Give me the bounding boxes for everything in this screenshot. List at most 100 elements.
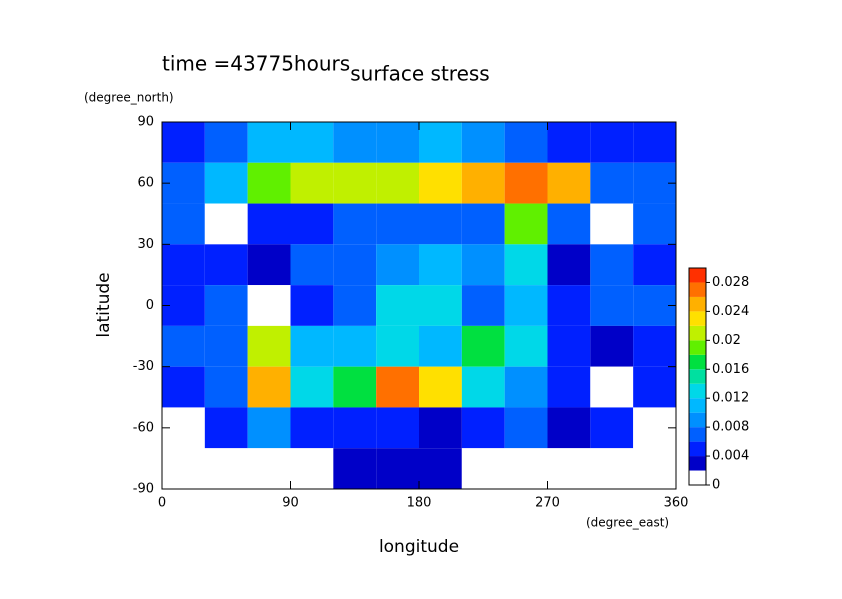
contour-cell (333, 366, 377, 408)
contour-cell (461, 325, 505, 367)
contour-cell (461, 448, 505, 489)
contour-cell (547, 407, 591, 449)
contour-cell (590, 244, 634, 286)
colorbar-frame (688, 267, 707, 486)
contour-cell (547, 162, 591, 204)
x-tick-label: 180 (407, 496, 432, 511)
axes: 0 90 180 270 360 -90 -60 -30 0 30 60 90 0 0.004 0.008 0… (133, 115, 749, 511)
contour-cell (504, 448, 548, 489)
contour-cell (247, 244, 291, 286)
contour-cell (204, 285, 248, 326)
contour-cell (547, 203, 591, 245)
colorbar-tick-label: 0 (712, 478, 720, 493)
contour-cell (162, 448, 205, 489)
x-tick-label: 270 (535, 496, 560, 511)
contour-cell (504, 325, 548, 367)
contour-cell (590, 407, 634, 449)
contour-cell (162, 366, 205, 408)
contour-cell (461, 122, 505, 163)
contour-cell (547, 448, 591, 489)
contour-cell (333, 407, 377, 449)
x-axis-label: longitude (379, 537, 459, 557)
y-tick-label: 90 (137, 115, 154, 130)
contour-cell (419, 325, 462, 367)
colorbar-band (689, 383, 706, 399)
contour-cell (333, 162, 377, 204)
contour-cell (590, 122, 634, 163)
contour-cell (590, 162, 634, 204)
colorbar-tick-label: 0.008 (712, 420, 749, 435)
contour-cell (162, 203, 205, 245)
contour-cell (333, 285, 377, 326)
contour-cell (247, 122, 291, 163)
contour-cell (290, 448, 334, 489)
contour-cell (247, 366, 291, 408)
contour-cell (376, 448, 419, 489)
y-tick-label: -60 (133, 420, 154, 435)
contour-cell (376, 244, 419, 286)
y-tick-label: 30 (137, 237, 154, 252)
contour-cell (419, 244, 462, 286)
colorbar-band (689, 427, 706, 442)
colorbar-tick-label: 0.02 (712, 333, 741, 348)
contour-cell (333, 448, 377, 489)
contour-cell (419, 203, 462, 245)
contour-field (162, 122, 676, 489)
contour-cell (290, 325, 334, 367)
colorbar-tick-label: 0.028 (712, 275, 749, 290)
contour-cell (376, 162, 419, 204)
contour-cell (333, 203, 377, 245)
contour-cell (290, 162, 334, 204)
contour-cell (204, 448, 248, 489)
contour-cell (633, 122, 676, 163)
contour-cell (419, 122, 462, 163)
contour-cell (333, 325, 377, 367)
contour-cell (547, 366, 591, 408)
contour-cell (247, 285, 291, 326)
contour-cell (204, 244, 248, 286)
contour-cell (504, 122, 548, 163)
contour-cell (290, 122, 334, 163)
contour-cell (633, 203, 676, 245)
contour-cell (162, 325, 205, 367)
contour-cell (461, 162, 505, 204)
colorbar-band (689, 441, 706, 457)
colorbar-band (689, 470, 706, 485)
contour-cell (590, 366, 634, 408)
x-unit: (degree_east) (586, 516, 669, 530)
contour-cell (504, 244, 548, 286)
contour-cell (461, 366, 505, 408)
contour-cell (504, 407, 548, 449)
contour-cell (590, 325, 634, 367)
contour-cell (633, 244, 676, 286)
contour-cell (590, 448, 634, 489)
y-tick-label: 60 (137, 176, 154, 191)
x-tick-label: 0 (158, 496, 166, 511)
contour-cell (419, 162, 462, 204)
contour-cell (290, 366, 334, 408)
colorbar-band (689, 282, 706, 297)
contour-cell (376, 203, 419, 245)
contour-cell (419, 366, 462, 408)
contour-cell (461, 203, 505, 245)
colorbar-band (689, 340, 706, 355)
contour-cell (204, 407, 248, 449)
contour-cell (461, 285, 505, 326)
contour-cell (247, 203, 291, 245)
contour-cell (376, 285, 419, 326)
contour-cell (290, 244, 334, 286)
contour-cell (204, 122, 248, 163)
colorbar-band (689, 354, 706, 370)
colorbar-band (689, 325, 706, 341)
contour-cell (162, 122, 205, 163)
colorbar-band (689, 412, 706, 428)
contour-cell (247, 448, 291, 489)
y-tick-label: 0 (146, 298, 154, 313)
contour-cell (633, 448, 676, 489)
contour-cell (333, 122, 377, 163)
contour-cell (419, 407, 462, 449)
contour-cell (547, 325, 591, 367)
contour-cell (504, 366, 548, 408)
contour-cell (547, 122, 591, 163)
